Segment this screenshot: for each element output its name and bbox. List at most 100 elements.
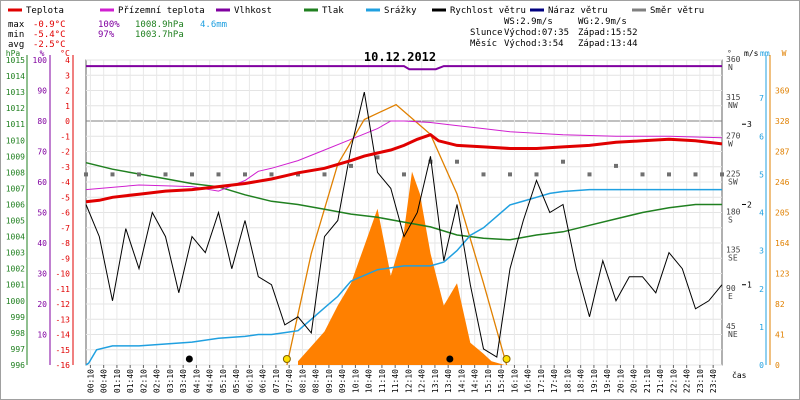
legend-label: Teplota (26, 6, 64, 16)
stats-max-humidity: 100% (98, 20, 120, 30)
solar-axis-tick: 123 (775, 270, 790, 279)
time-axis-tick: 02:10 (139, 369, 148, 393)
solar-axis-tick: 246 (775, 178, 790, 187)
stats-min-humidity: 97% (98, 30, 115, 40)
time-axis-tick: 00:10 (86, 369, 95, 393)
time-axis-tick: 23:40 (709, 369, 718, 393)
rain-axis-tick: 7 (759, 94, 764, 103)
direction-axis-label: NW (728, 101, 738, 110)
wind-direction-point (296, 172, 300, 177)
temperature-axis-title: °C (60, 49, 70, 58)
time-axis-tick: 14:40 (471, 369, 480, 393)
sun-label: Slunce (470, 28, 503, 38)
temperature-axis-tick: 2 (65, 87, 70, 96)
legend: Teplota Přízemní teplota Vlhkost Tlak Srážky… (8, 6, 704, 16)
time-axis-title: čas (732, 370, 747, 380)
pressure-axis-tick: 1010 (6, 136, 25, 145)
pressure-axis-tick: 1003 (6, 249, 25, 258)
pressure-axis-tick: 1005 (6, 217, 25, 226)
time-axis-tick: 23:10 (696, 369, 705, 393)
time-axis-tick: 15:10 (484, 369, 493, 393)
sun-set: Západ:15:52 (578, 28, 638, 38)
time-axis-tick: 02:40 (153, 369, 162, 393)
humidity-axis-tick: 90 (37, 87, 47, 96)
direction-axis-tick: 360 (726, 55, 741, 64)
wind-direction-point (587, 172, 592, 177)
time-axis-tick: 03:40 (179, 369, 188, 393)
temperature-axis-tick: -16 (56, 361, 71, 370)
stats-max-pressure: 1008.9hPa (135, 20, 184, 30)
temperature-axis-tick: -5 (60, 193, 70, 202)
solar-radiation-area (298, 171, 505, 365)
temperature-axis-tick: -8 (60, 239, 70, 248)
wind-direction-point (349, 163, 353, 168)
time-axis-tick: 19:10 (590, 369, 599, 393)
pressure-axis-tick: 1000 (6, 297, 25, 306)
time-axis-tick: 22:10 (669, 369, 678, 393)
time-axis-tick: 06:40 (259, 369, 268, 393)
moon-label: Měsíc (470, 39, 497, 49)
solar-axis-tick: 287 (775, 148, 790, 157)
direction-axis-label: SW (728, 177, 738, 186)
wind-speed-max: WS:2.9m/s (504, 17, 553, 27)
pressure-axis-tick: 1009 (6, 152, 25, 161)
wind-direction-point (322, 172, 327, 177)
time-axis-tick: 11:40 (391, 369, 400, 393)
direction-axis-tick: 180 (726, 208, 741, 217)
direction-axis-label: E (728, 292, 733, 301)
pressure-axis-tick: 1006 (6, 200, 25, 209)
wind-direction-point (110, 172, 115, 177)
direction-axis-tick: 90 (726, 284, 736, 293)
stats-min-temp: -5.4°C (33, 30, 66, 40)
direction-axis-label: SE (728, 254, 738, 263)
moon-rise: Východ:3:54 (504, 39, 564, 49)
humidity-axis-tick: 70 (37, 148, 47, 157)
time-axis-tick: 12:40 (418, 369, 427, 393)
stats-avg-temp: -2.5°C (33, 40, 66, 50)
temperature-axis-tick: 3 (65, 71, 70, 80)
pressure-axis-tick: 1013 (6, 88, 25, 97)
humidity-axis-tick: 100 (33, 56, 48, 65)
humidity-axis-tick: 80 (37, 117, 47, 126)
time-axis-tick: 21:10 (643, 369, 652, 393)
wind-direction-point (84, 172, 88, 177)
direction-axis-tick: 315 (726, 93, 741, 102)
time-axis-tick: 12:10 (404, 369, 413, 393)
time-axis-tick: 16:10 (510, 369, 519, 393)
time-axis-tick: 01:40 (126, 369, 135, 393)
legend-label: Vlhkost (234, 6, 272, 16)
temperature-axis-tick: -4 (60, 178, 70, 187)
legend-label: Tlak (322, 6, 344, 16)
time-axis-tick: 04:40 (206, 369, 215, 393)
time-axis-tick: 18:10 (563, 369, 572, 393)
wind-axis-tick: 1 (747, 281, 752, 290)
time-axis-tick: 10:10 (351, 369, 360, 393)
humidity-axis-title: % (40, 49, 45, 58)
temperature-axis-tick: 4 (65, 56, 70, 65)
direction-axis-tick: 225 (726, 169, 741, 178)
time-axis-tick: 10:40 (365, 369, 374, 393)
legend-label: Srážky (384, 6, 417, 16)
temperature-line (85, 133, 723, 204)
time-axis-tick: 06:10 (245, 369, 254, 393)
stats-min-label: min (8, 30, 24, 40)
rain-axis-tick: 4 (759, 209, 764, 218)
wind-direction-point (375, 155, 380, 160)
stats-max-rain: 4.6mm (200, 20, 227, 30)
wind-direction-point (508, 172, 512, 177)
pressure-axis-tick: 1002 (6, 265, 25, 274)
time-axis-tick: 19:40 (603, 369, 612, 393)
pressure-axis-tick: 1007 (6, 184, 25, 193)
pressure-axis-title: hPa (6, 49, 21, 58)
time-axis-tick: 03:10 (166, 369, 175, 393)
rain-axis-tick: 6 (759, 132, 764, 141)
temperature-axis-tick: -15 (56, 346, 71, 355)
pressure-axis-tick: 1008 (6, 168, 25, 177)
wind-direction-point (561, 159, 565, 164)
wind-direction-point (481, 172, 486, 177)
time-axis-tick: 20:40 (630, 369, 639, 393)
wind-direction-point (640, 172, 645, 177)
humidity-axis-tick: 20 (37, 300, 47, 309)
sunrise-marker (282, 355, 291, 363)
